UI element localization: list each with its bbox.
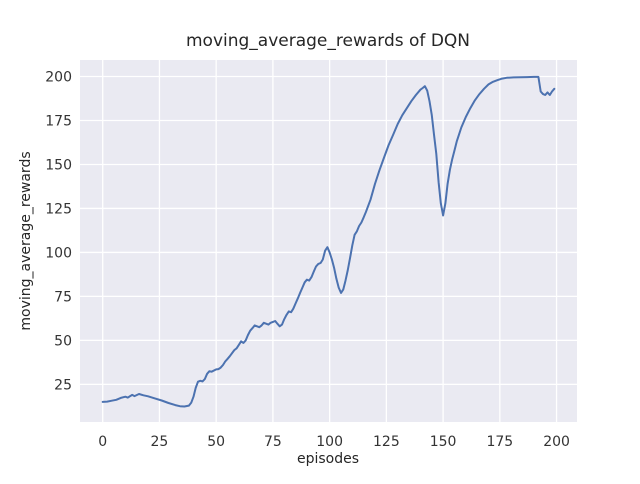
x-tick-label: 0 [98,434,107,450]
y-tick-label: 125 [45,201,72,217]
x-tick-label: 50 [207,434,225,450]
y-tick-label: 75 [54,289,72,305]
y-tick-label: 150 [45,157,72,173]
x-tick-label: 100 [316,434,343,450]
reward-line [101,75,556,408]
x-tick-label: 125 [373,434,400,450]
x-tick-label: 175 [486,434,513,450]
y-tick-label: 200 [45,70,72,86]
plot-background-layer [80,60,577,422]
y-axis-label: moving_average_rewards [18,151,34,330]
y-tick-label: 175 [45,114,72,130]
x-tick-label: 200 [543,434,570,450]
y-tick-label: 50 [54,333,72,349]
tick-label-layer: 0 25 50 75 100 125 150 175 200 25 50 75 100 125 150 175… [45,70,570,450]
y-tick-label: 100 [45,245,72,261]
gridline-layer [80,60,577,422]
series-layer [101,75,556,408]
x-tick-label: 25 [151,434,169,450]
x-axis-label: episodes [297,451,359,467]
x-tick-label: 75 [264,434,282,450]
y-tick-label: 25 [54,377,72,393]
chart-title: moving_average_rewards of DQN [186,31,470,51]
axes-background [80,60,577,422]
x-tick-label: 150 [430,434,457,450]
